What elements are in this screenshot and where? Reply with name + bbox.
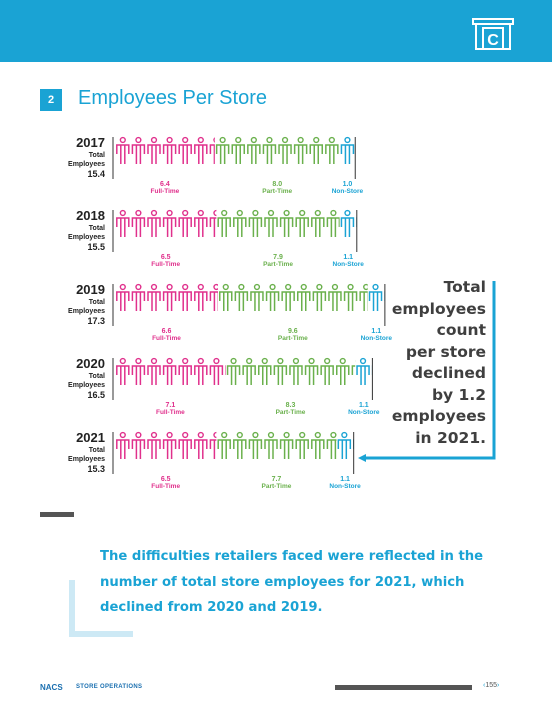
part-time-value: 7.9 xyxy=(273,254,283,261)
full-time-label: Full-Time xyxy=(151,261,180,268)
total-label: Total xyxy=(89,447,105,454)
callout-line: in 2021. xyxy=(415,428,486,447)
callout-line: employees xyxy=(391,299,486,318)
footer-brand: NACS xyxy=(40,683,63,692)
part-time-label: Part-Time xyxy=(262,188,292,195)
decline-callout: Total employees count per store declined by 1… xyxy=(380,277,486,449)
chevron-left-icon: ‹ xyxy=(483,682,486,689)
footer-bar xyxy=(335,685,472,690)
callout-line: by 1.2 xyxy=(431,385,486,404)
non-store-value: 1.1 xyxy=(371,328,381,335)
total-label: Total xyxy=(89,152,105,159)
part-time-label: Part-Time xyxy=(276,409,306,416)
pull-quote: The difficulties retailers faced were re… xyxy=(100,549,484,615)
arrow-left-icon xyxy=(358,454,366,462)
callout-line: per store xyxy=(405,342,486,361)
part-time-label: Part-Time xyxy=(263,261,293,268)
section-divider xyxy=(40,512,74,517)
non-store-label: Non-Store xyxy=(361,335,393,342)
callout-line: employees xyxy=(391,407,486,425)
non-store-bar xyxy=(340,136,355,164)
non-store-value: 1.0 xyxy=(343,181,353,188)
non-store-bar xyxy=(356,357,373,385)
full-time-value: 7.1 xyxy=(166,402,176,409)
full-time-bar xyxy=(116,136,215,164)
chevron-right-icon: › xyxy=(497,682,500,689)
footer-section-name: STORE OPERATIONS xyxy=(76,684,143,690)
total-value: 15.5 xyxy=(87,242,105,252)
full-time-label: Full-Time xyxy=(156,409,185,416)
full-time-value: 6.5 xyxy=(161,254,171,261)
full-time-bar xyxy=(116,283,218,311)
total-label: Employees xyxy=(68,234,105,241)
employees-pictograph-chart: 2017TotalEmployees15.46.4Full-Time8.0Par… xyxy=(68,135,496,490)
total-label: Employees xyxy=(68,456,105,463)
non-store-label: Non-Store xyxy=(348,409,380,416)
non-store-value: 1.1 xyxy=(343,254,353,261)
part-time-label: Part-Time xyxy=(262,483,292,490)
part-time-value: 9.6 xyxy=(288,328,298,335)
full-time-value: 6.6 xyxy=(162,328,172,335)
full-time-bar xyxy=(116,431,217,459)
top-banner: C xyxy=(0,0,552,62)
part-time-value: 8.0 xyxy=(272,181,282,188)
callout-bracket xyxy=(362,281,496,460)
total-label: Employees xyxy=(68,161,105,168)
part-time-bar xyxy=(217,209,340,237)
full-time-label: Full-Time xyxy=(151,188,180,195)
part-time-bar xyxy=(215,136,339,164)
total-value: 15.3 xyxy=(87,464,105,474)
year-label: 2021 xyxy=(76,430,105,445)
total-label: Employees xyxy=(68,308,105,315)
total-value: 17.3 xyxy=(87,316,105,326)
total-label: Total xyxy=(89,373,105,380)
total-label: Employees xyxy=(68,382,105,389)
full-time-label: Full-Time xyxy=(151,483,180,490)
part-time-value: 7.7 xyxy=(272,476,282,483)
page-number: 155 xyxy=(485,682,498,689)
year-label: 2018 xyxy=(76,208,105,223)
non-store-label: Non-Store xyxy=(333,261,365,268)
callout-line: Total xyxy=(443,278,486,296)
full-time-bar xyxy=(116,209,217,237)
full-time-label: Full-Time xyxy=(152,335,181,342)
store-icon-letter: C xyxy=(487,32,499,49)
non-store-bar xyxy=(340,209,357,237)
non-store-label: Non-Store xyxy=(329,483,361,490)
non-store-value: 1.1 xyxy=(359,402,369,409)
part-time-bar xyxy=(226,357,356,385)
total-label: Total xyxy=(89,225,105,232)
part-time-bar xyxy=(217,431,337,459)
year-label: 2019 xyxy=(76,282,105,297)
total-value: 15.4 xyxy=(87,169,105,179)
part-time-bar xyxy=(219,283,368,311)
part-time-label: Part-Time xyxy=(278,335,308,342)
full-time-value: 6.4 xyxy=(160,181,170,188)
store-icon: C xyxy=(472,18,514,50)
section-number-badge: 2 xyxy=(40,89,62,111)
part-time-value: 8.3 xyxy=(286,402,296,409)
callout-line: count xyxy=(436,321,486,339)
total-label: Total xyxy=(89,299,105,306)
non-store-bar xyxy=(368,283,385,311)
page-title: Employees Per Store xyxy=(78,87,267,109)
non-store-bar xyxy=(337,431,354,459)
non-store-label: Non-Store xyxy=(332,188,364,195)
non-store-value: 1.1 xyxy=(340,476,350,483)
year-label: 2020 xyxy=(76,356,105,371)
full-time-bar xyxy=(116,357,226,385)
footer-page-number: ‹155› xyxy=(483,682,499,689)
full-time-value: 6.5 xyxy=(161,476,171,483)
callout-line: declined xyxy=(411,364,486,382)
quote-bracket-decoration xyxy=(69,580,133,637)
year-label: 2017 xyxy=(76,135,105,150)
total-value: 16.5 xyxy=(87,390,105,400)
